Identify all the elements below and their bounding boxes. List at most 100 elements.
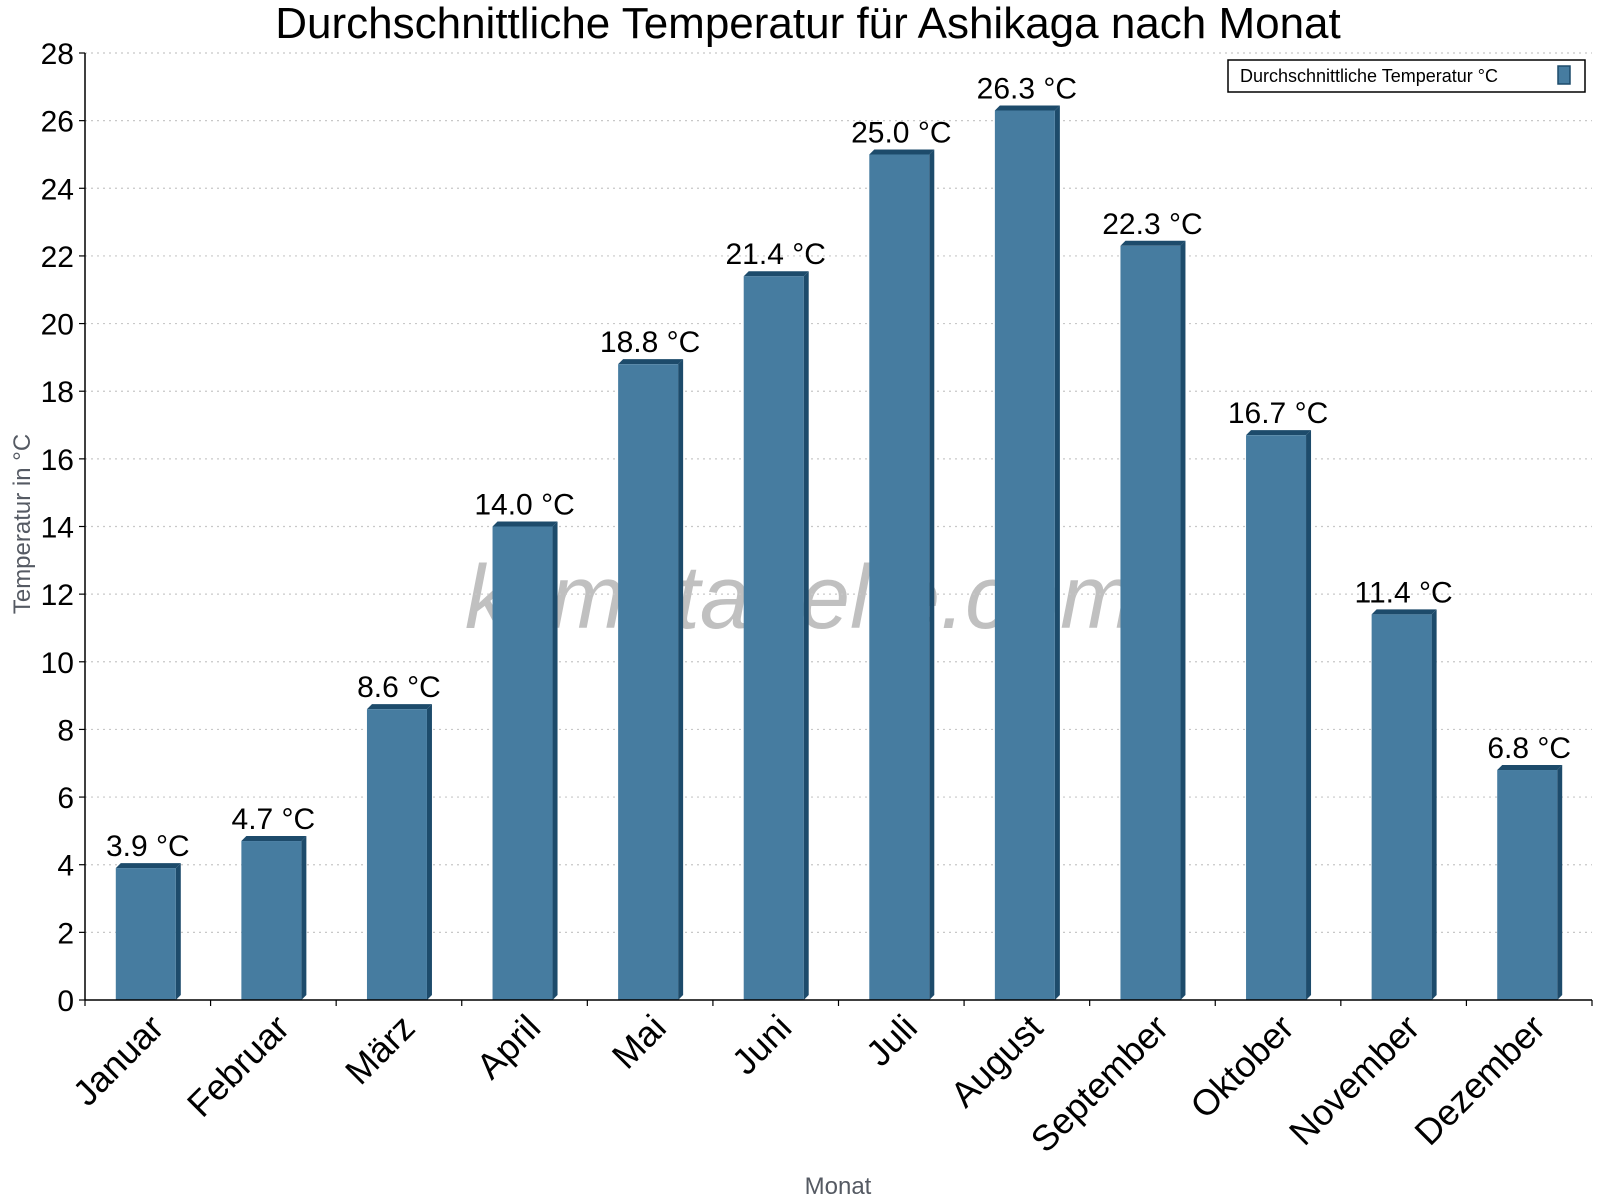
bar-side-face — [175, 863, 181, 1000]
bar-oktober — [1246, 430, 1312, 1000]
bar-märz — [366, 704, 432, 1000]
data-label: 25.0 °C — [851, 116, 951, 149]
y-tick-label: 14 — [41, 512, 74, 545]
bar-dezember — [1497, 765, 1563, 1000]
data-label: 26.3 °C — [977, 72, 1077, 105]
x-tick-label: September — [1023, 1007, 1177, 1161]
bar-side-face — [1306, 430, 1312, 1000]
bar-top-face — [1497, 765, 1563, 771]
x-tick-label: Juni — [724, 1007, 800, 1083]
bar-side-face — [1180, 240, 1186, 1000]
x-tick-label: April — [468, 1007, 548, 1087]
bar-top-face — [743, 271, 809, 277]
x-tick-label: März — [337, 1007, 423, 1093]
bar-top-face — [1246, 430, 1312, 436]
bar-front-face — [1497, 770, 1558, 1000]
bar-front-face — [994, 110, 1055, 1000]
bar-side-face — [929, 149, 935, 1000]
bar-juni — [743, 271, 809, 1000]
x-tick-label: Oktober — [1182, 1007, 1302, 1127]
data-label: 4.7 °C — [232, 803, 316, 836]
data-label: 8.6 °C — [357, 671, 441, 704]
data-label: 3.9 °C — [106, 830, 190, 863]
bar-top-face — [366, 704, 432, 710]
bar-front-face — [743, 276, 804, 1000]
bar-front-face — [618, 364, 679, 1001]
legend: Durchschnittliche Temperatur °C — [1227, 59, 1586, 93]
bar-top-face — [1120, 240, 1186, 246]
data-label: 22.3 °C — [1102, 208, 1202, 241]
y-tick-label: 26 — [41, 106, 74, 139]
bar-side-face — [803, 271, 809, 1000]
chart-title: Durchschnittliche Temperatur für Ashikag… — [275, 0, 1341, 48]
bar-juli — [869, 149, 935, 1000]
y-tick-label: 2 — [57, 917, 74, 950]
bar-front-face — [1246, 435, 1307, 1000]
x-tick-label: Februar — [179, 1007, 297, 1125]
bar-front-face — [492, 526, 553, 1000]
bar-front-face — [366, 709, 427, 1000]
bar-side-face — [1557, 765, 1563, 1000]
legend-label: Durchschnittliche Temperatur °C — [1240, 66, 1498, 86]
y-tick-label: 16 — [41, 444, 74, 477]
data-label: 18.8 °C — [600, 326, 700, 359]
legend-swatch — [1557, 65, 1571, 85]
x-tick-label: Mai — [604, 1007, 674, 1077]
bar-top-face — [115, 863, 181, 869]
data-label: 14.0 °C — [474, 489, 574, 522]
y-tick-label: 20 — [41, 309, 74, 342]
x-tick-label: Dezember — [1406, 1007, 1552, 1153]
bar-top-face — [492, 521, 558, 527]
grid-lines — [85, 52, 1592, 933]
y-tick-label: 0 — [57, 985, 74, 1018]
data-labels: 3.9 °C 4.7 °C 8.6 °C 14.0 °C 18.8 °C 21.4 °C 2… — [106, 72, 1571, 863]
y-tick-label: 12 — [41, 579, 74, 612]
bar-november — [1371, 609, 1437, 1000]
y-axis-title: Temperatur in °C — [9, 434, 36, 614]
bar-august — [994, 105, 1060, 1000]
bar-top-face — [618, 359, 684, 365]
y-tick-label: 22 — [41, 241, 74, 274]
data-label: 21.4 °C — [726, 238, 826, 271]
bar-front-face — [115, 868, 176, 1000]
axes — [84, 53, 1592, 1001]
bar-top-face — [1371, 609, 1437, 615]
bar-februar — [241, 836, 307, 1000]
y-tick-label: 24 — [41, 173, 74, 206]
x-tick-label: Juli — [858, 1007, 925, 1074]
x-axis-ticks: Januar Februar März April Mai Juni Juli AugustS… — [65, 1000, 1593, 1161]
bar-top-face — [994, 105, 1060, 111]
bar-top-face — [241, 836, 307, 842]
bar-side-face — [678, 359, 684, 1001]
x-tick-label: November — [1281, 1007, 1427, 1153]
bar-mai — [618, 359, 684, 1001]
data-label: 6.8 °C — [1487, 732, 1571, 765]
bar-side-face — [552, 521, 558, 1000]
x-tick-label: Januar — [65, 1007, 172, 1114]
x-axis-title: Monat — [805, 1173, 872, 1200]
bar-side-face — [426, 704, 432, 1000]
bar-side-face — [301, 836, 307, 1000]
y-tick-label: 6 — [57, 782, 74, 815]
bar-top-face — [869, 149, 935, 155]
y-tick-label: 18 — [41, 376, 74, 409]
bar-september — [1120, 240, 1186, 1000]
data-label: 16.7 °C — [1228, 397, 1328, 430]
bar-side-face — [1431, 609, 1437, 1000]
y-tick-label: 8 — [57, 714, 74, 747]
legend-box — [1227, 59, 1586, 93]
bar-januar — [115, 863, 181, 1000]
y-tick-label: 4 — [57, 850, 74, 883]
x-tick-label: August — [942, 1007, 1050, 1115]
bar-front-face — [1371, 614, 1432, 1000]
y-tick-label: 28 — [41, 38, 74, 71]
bars — [115, 105, 1563, 1001]
bar-front-face — [869, 154, 930, 1000]
y-tick-label: 10 — [41, 647, 74, 680]
bar-front-face — [1120, 245, 1181, 1000]
bar-front-face — [241, 841, 302, 1000]
data-label: 11.4 °C — [1355, 576, 1453, 609]
bar-side-face — [1054, 105, 1060, 1000]
